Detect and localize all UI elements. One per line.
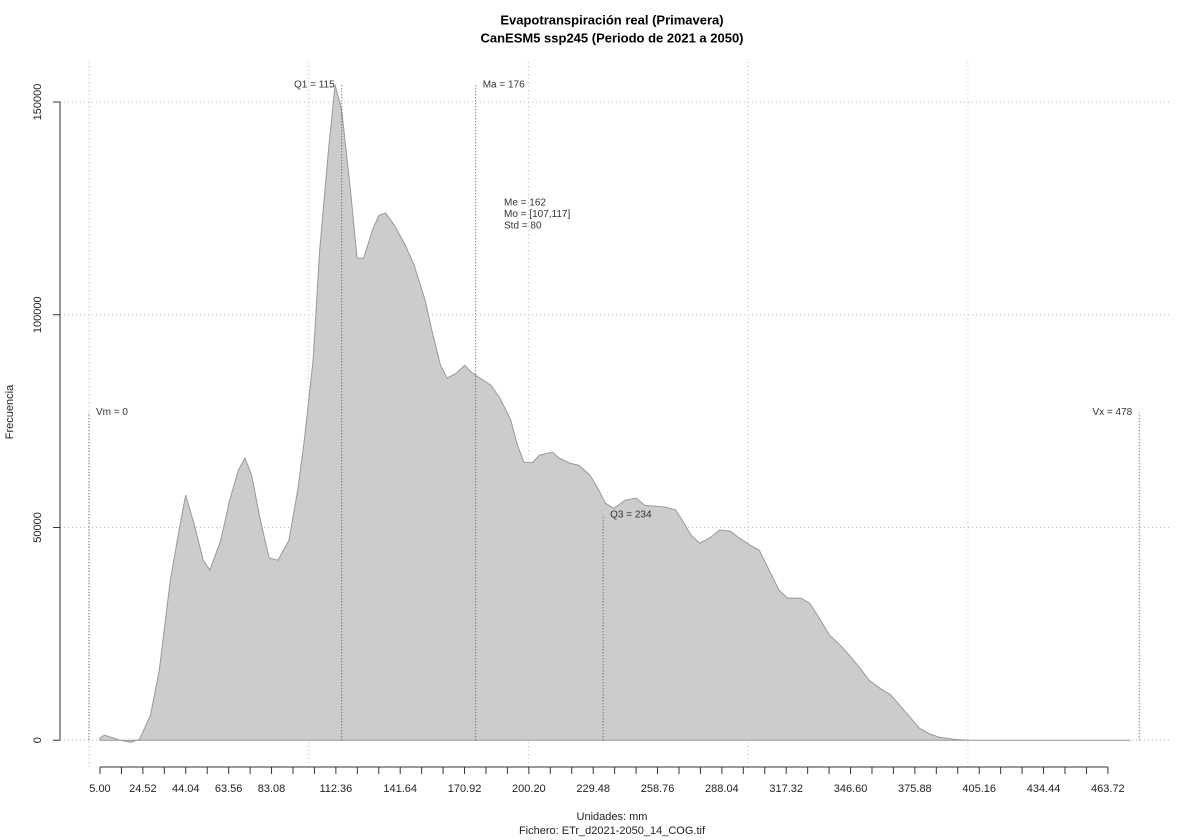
y-tick-label: 50000 — [32, 512, 44, 543]
x-tick-label: 434.44 — [1027, 783, 1061, 795]
x-tick-label: 375.88 — [898, 783, 932, 795]
x-tick-label: 258.76 — [641, 783, 675, 795]
reference-label: Vx = 478 — [1092, 407, 1132, 418]
x-tick-label: 317.32 — [769, 783, 803, 795]
x-tick-label: 200.20 — [512, 783, 546, 795]
y-axis-label: Frecuencia — [4, 384, 16, 439]
caption: Fichero: ETr_d2021-2050_14_COG.tif — [519, 825, 706, 837]
stat-label: Mo = [107,117] — [504, 209, 570, 220]
y-tick-label: 100000 — [32, 296, 44, 333]
x-tick-label: 229.48 — [576, 783, 610, 795]
x-tick-label: 288.04 — [705, 783, 739, 795]
x-axis-label: Unidades: mm — [577, 811, 648, 823]
y-tick-label: 0 — [32, 737, 44, 743]
x-tick-label: 24.52 — [129, 783, 157, 795]
reference-label: Q3 = 234 — [610, 509, 652, 520]
x-tick-label: 463.72 — [1091, 783, 1125, 795]
y-tick-label: 150000 — [32, 84, 44, 121]
chart-subtitle: CanESM5 ssp245 (Periodo de 2021 a 2050) — [480, 30, 743, 45]
x-tick-label: 112.36 — [319, 783, 352, 795]
chart-title: Evapotranspiración real (Primavera) — [500, 12, 723, 27]
x-tick-label: 83.08 — [258, 783, 286, 795]
reference-label: Vm = 0 — [96, 407, 128, 418]
x-tick-label: 5.00 — [89, 783, 110, 795]
reference-label: Ma = 176 — [483, 80, 525, 91]
x-tick-label: 405.16 — [962, 783, 996, 795]
reference-label: Q1 = 115 — [294, 80, 335, 91]
x-tick-label: 170.92 — [448, 783, 482, 795]
x-tick-label: 346.60 — [834, 783, 868, 795]
stat-label: Std = 80 — [504, 221, 542, 232]
x-tick-label: 44.04 — [172, 783, 200, 795]
density-area — [99, 84, 1131, 743]
stat-label: Me = 162 — [504, 198, 546, 209]
x-tick-label: 141.64 — [383, 783, 417, 795]
x-tick-label: 63.56 — [215, 783, 243, 795]
